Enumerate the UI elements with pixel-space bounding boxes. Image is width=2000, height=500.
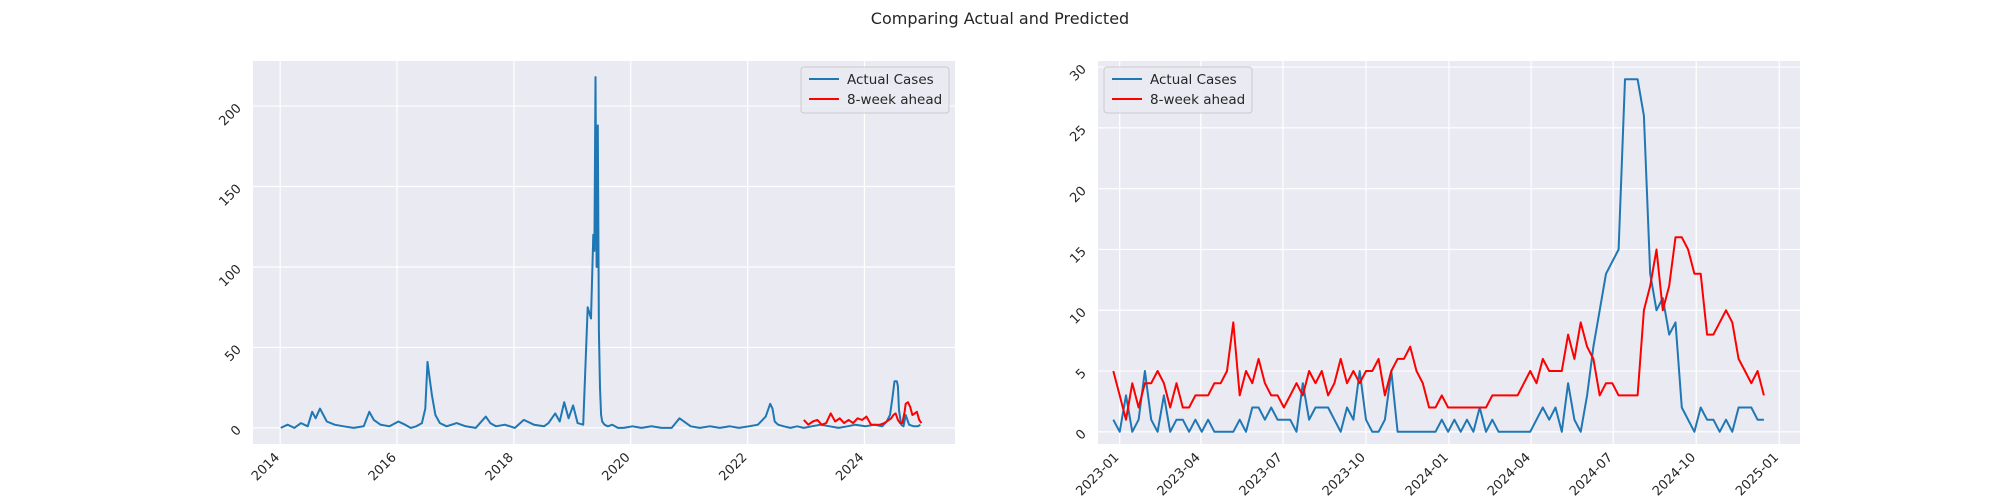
left-y-ticks: 0 50 100 150 200 <box>216 101 244 439</box>
right-legend[interactable]: Actual Cases 8-week ahead <box>1103 66 1253 114</box>
left-y-tick-label: 150 <box>216 182 244 210</box>
right-series <box>1112 78 1765 433</box>
left-y-tick-label: 50 <box>222 342 244 364</box>
left-actual-cases-line <box>280 76 921 429</box>
left-x-tick-label: 2018 <box>483 450 517 484</box>
right-x-tick-label: 2025-01 <box>1733 450 1782 499</box>
right-x-ticks: 2023-01 2023-04 2023-07 2023-10 2024-01 2024-… <box>1073 450 1782 499</box>
left-y-tick-label: 100 <box>216 262 244 290</box>
left-y-tick-label: 0 <box>228 423 244 439</box>
right-x-tick-label: 2023-01 <box>1073 450 1122 499</box>
right-x-tick-label: 2024-04 <box>1485 450 1534 499</box>
right-actual-cases-line <box>1112 78 1764 433</box>
left-predicted-8-week-line <box>803 401 923 426</box>
right-y-tick-label: 10 <box>1067 305 1089 327</box>
left-x-tick-label: 2016 <box>366 450 400 484</box>
left-legend-predicted-label: 8-week ahead <box>847 92 942 108</box>
left-x-tick-label: 2014 <box>249 450 283 484</box>
right-x-tick-label: 2024-07 <box>1567 450 1616 499</box>
left-series <box>280 76 923 429</box>
left-x-ticks: 2014 2016 2018 2020 2022 2024 <box>249 450 867 484</box>
right-y-tick-label: 0 <box>1073 427 1089 443</box>
figure-title: Comparing Actual and Predicted <box>871 9 1129 28</box>
left-y-tick-label: 200 <box>216 101 244 129</box>
right-y-tick-label: 30 <box>1067 62 1089 84</box>
right-x-tick-label: 2024-01 <box>1403 450 1452 499</box>
left-x-tick-label: 2022 <box>716 450 750 484</box>
left-plot-area <box>253 61 955 444</box>
right-y-ticks: 0 5 10 15 20 25 30 <box>1067 62 1089 443</box>
right-x-tick-label: 2023-04 <box>1155 450 1204 499</box>
right-x-tick-label: 2023-07 <box>1237 450 1286 499</box>
right-x-tick-label: 2024-10 <box>1650 450 1699 499</box>
left-x-tick-label: 2020 <box>600 450 634 484</box>
right-y-tick-label: 20 <box>1067 184 1089 206</box>
right-y-tick-label: 15 <box>1067 245 1089 267</box>
left-x-tick-label: 2024 <box>833 450 867 484</box>
left-grid <box>253 61 955 444</box>
right-legend-actual-label: Actual Cases <box>1150 72 1237 88</box>
right-y-tick-label: 25 <box>1067 123 1089 145</box>
right-predicted-8-week-line <box>1112 236 1765 421</box>
left-legend[interactable]: Actual Cases 8-week ahead <box>800 66 950 114</box>
right-legend-predicted-label: 8-week ahead <box>1150 92 1245 108</box>
left-chart: 2014 2016 2018 2020 2022 2024 0 50 100 150 200 Ac… <box>216 61 955 484</box>
left-legend-actual-label: Actual Cases <box>847 72 934 88</box>
right-x-tick-label: 2023-10 <box>1320 450 1369 499</box>
right-chart: 2023-01 2023-04 2023-07 2023-10 2024-01 2024-… <box>1067 61 1800 499</box>
right-y-tick-label: 5 <box>1073 366 1089 382</box>
